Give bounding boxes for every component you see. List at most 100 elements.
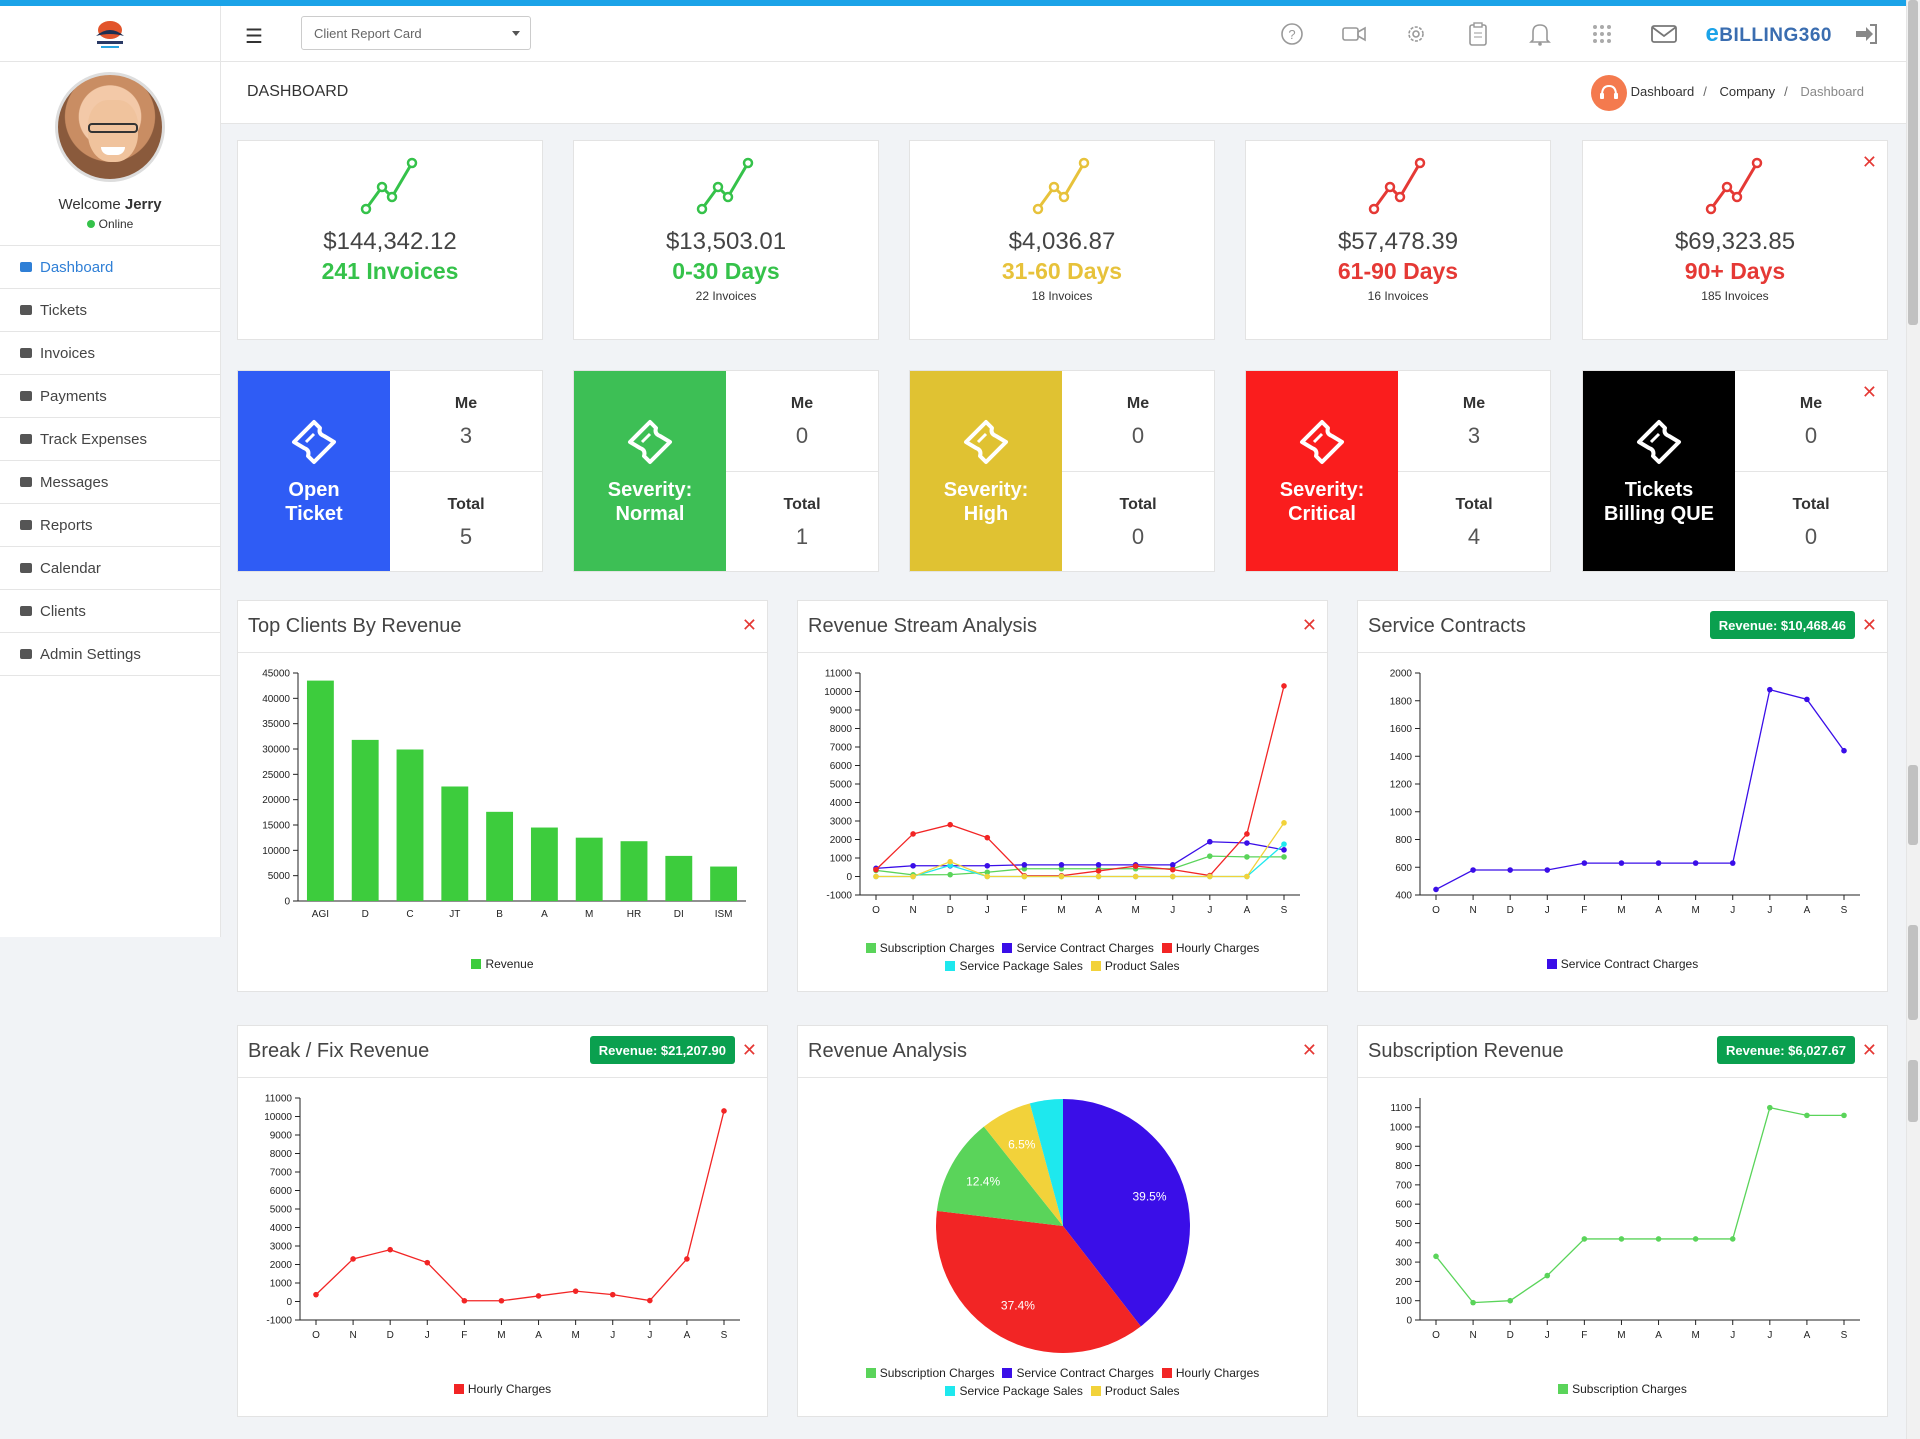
legend-item[interactable]: Service Contract Charges — [1002, 1366, 1154, 1380]
ticket-category-panel[interactable]: Severity: High — [910, 371, 1062, 571]
ticket-total-count[interactable]: Total 5 — [390, 471, 542, 571]
mail-icon[interactable] — [1633, 20, 1695, 48]
bar[interactable] — [441, 786, 469, 901]
ticket-stat-card[interactable]: Severity: Critical Me 3 Total 4 — [1245, 370, 1551, 572]
invoice-stat-card[interactable]: $4,036.87 31-60 Days 18 Invoices — [909, 140, 1215, 340]
invoice-stat-card[interactable]: $13,503.01 0-30 Days 22 Invoices — [573, 140, 879, 340]
data-point[interactable] — [1433, 1253, 1439, 1260]
ticket-stat-card[interactable]: Severity: Normal Me 0 Total 1 — [573, 370, 879, 572]
data-point[interactable] — [1281, 820, 1287, 826]
close-icon[interactable]: ✕ — [1861, 615, 1877, 635]
sidebar-item-calendar[interactable]: Calendar — [0, 547, 220, 590]
data-point[interactable] — [1544, 1272, 1551, 1279]
company-logo[interactable] — [0, 6, 221, 62]
data-point[interactable] — [1804, 696, 1810, 703]
data-point[interactable] — [1507, 1297, 1513, 1304]
gear-icon[interactable] — [1385, 20, 1447, 48]
data-point[interactable] — [1021, 873, 1028, 880]
data-point[interactable] — [1655, 860, 1662, 866]
sidebar-item-messages[interactable]: Messages — [0, 461, 220, 504]
invoice-stat-card[interactable]: $69,323.85 90+ Days 185 Invoices ✕ — [1582, 140, 1888, 340]
data-point[interactable] — [1058, 862, 1065, 868]
ticket-category-panel[interactable]: Tickets Billing QUE — [1583, 371, 1735, 571]
data-point[interactable] — [350, 1256, 356, 1262]
pie-slice[interactable] — [936, 1210, 1141, 1353]
data-point[interactable] — [1207, 853, 1213, 859]
legend-item[interactable]: Service Contract Charges — [1546, 957, 1698, 971]
data-point[interactable] — [609, 1291, 616, 1298]
data-point[interactable] — [1618, 860, 1625, 866]
data-point[interactable] — [1470, 1299, 1476, 1306]
ticket-category-panel[interactable]: Severity: Critical — [1246, 371, 1398, 571]
data-point[interactable] — [1692, 860, 1699, 866]
data-point[interactable] — [1244, 854, 1250, 860]
close-icon[interactable]: ✕ — [1301, 1040, 1317, 1060]
data-point[interactable] — [1281, 847, 1287, 853]
ticket-me-count[interactable]: Me 3 — [1398, 371, 1550, 471]
bar[interactable] — [486, 811, 514, 901]
sidebar-item-invoices[interactable]: Invoices — [0, 332, 220, 375]
ticket-stat-card[interactable]: Severity: High Me 0 Total 0 — [909, 370, 1215, 572]
legend-item[interactable]: Product Sales — [1090, 1384, 1180, 1398]
bar[interactable] — [575, 837, 603, 901]
data-point[interactable] — [873, 873, 879, 880]
ticket-me-count[interactable]: Me 0 — [726, 371, 878, 471]
data-point[interactable] — [910, 831, 916, 837]
sidebar-item-dashboard[interactable]: Dashboard — [0, 246, 220, 289]
close-icon[interactable]: ✕ — [1301, 615, 1317, 635]
data-point[interactable] — [1581, 860, 1588, 866]
legend-item[interactable]: Subscription Charges — [865, 1366, 994, 1380]
data-point[interactable] — [1132, 863, 1139, 869]
data-point[interactable] — [1804, 1112, 1810, 1119]
ticket-total-count[interactable]: Total 1 — [726, 471, 878, 571]
pie-slice[interactable] — [983, 1103, 1063, 1226]
data-point[interactable] — [1655, 1236, 1662, 1242]
data-point[interactable] — [1841, 747, 1847, 754]
bar[interactable] — [351, 739, 379, 901]
data-point[interactable] — [1841, 1112, 1847, 1119]
data-point[interactable] — [572, 1288, 579, 1294]
scrollbar-thumb[interactable] — [1908, 925, 1918, 1020]
legend-item[interactable]: Service Package Sales — [945, 959, 1083, 973]
ticket-me-count[interactable]: Me 0 — [1062, 371, 1214, 471]
data-point[interactable] — [1207, 873, 1213, 880]
video-icon[interactable] — [1323, 20, 1385, 48]
data-point[interactable] — [1544, 867, 1551, 873]
data-point[interactable] — [498, 1297, 505, 1304]
bar[interactable] — [530, 827, 558, 901]
menu-toggle-icon[interactable]: ☰ — [245, 26, 263, 48]
data-point[interactable] — [1244, 873, 1250, 880]
ticket-me-count[interactable]: Me 0 — [1735, 371, 1887, 471]
apps-grid-icon[interactable] — [1571, 20, 1633, 48]
help-icon[interactable]: ? — [1261, 20, 1323, 48]
close-icon[interactable]: ✕ — [741, 615, 757, 635]
data-point[interactable] — [1618, 1236, 1625, 1242]
data-point[interactable] — [387, 1246, 393, 1253]
sidebar-item-reports[interactable]: Reports — [0, 504, 220, 547]
data-point[interactable] — [873, 866, 879, 873]
data-point[interactable] — [910, 873, 916, 880]
data-point[interactable] — [721, 1108, 727, 1114]
ticket-stat-card[interactable]: Open Ticket Me 3 Total 5 — [237, 370, 543, 572]
bar[interactable] — [396, 749, 424, 901]
sidebar-item-track-expenses[interactable]: Track Expenses — [0, 418, 220, 461]
data-point[interactable] — [647, 1297, 653, 1304]
sidebar-item-admin-settings[interactable]: Admin Settings — [0, 633, 220, 676]
data-point[interactable] — [1169, 873, 1176, 880]
data-point[interactable] — [1507, 867, 1513, 873]
clipboard-icon[interactable] — [1447, 20, 1509, 48]
data-point[interactable] — [1207, 838, 1213, 845]
logout-icon[interactable] — [1846, 20, 1886, 48]
data-point[interactable] — [424, 1259, 431, 1266]
data-point[interactable] — [461, 1297, 468, 1304]
support-headset-icon[interactable] — [1591, 75, 1627, 111]
data-point[interactable] — [947, 858, 953, 865]
close-icon[interactable]: ✕ — [1861, 382, 1877, 402]
legend-item[interactable]: Hourly Charges — [1161, 1366, 1259, 1380]
bar[interactable] — [620, 841, 648, 901]
data-point[interactable] — [1095, 868, 1102, 874]
data-point[interactable] — [684, 1256, 690, 1262]
legend-item[interactable]: Product Sales — [1090, 959, 1180, 973]
data-point[interactable] — [1729, 860, 1736, 866]
ticket-stat-card[interactable]: Tickets Billing QUE Me 0 Total 0 ✕ — [1582, 370, 1888, 572]
